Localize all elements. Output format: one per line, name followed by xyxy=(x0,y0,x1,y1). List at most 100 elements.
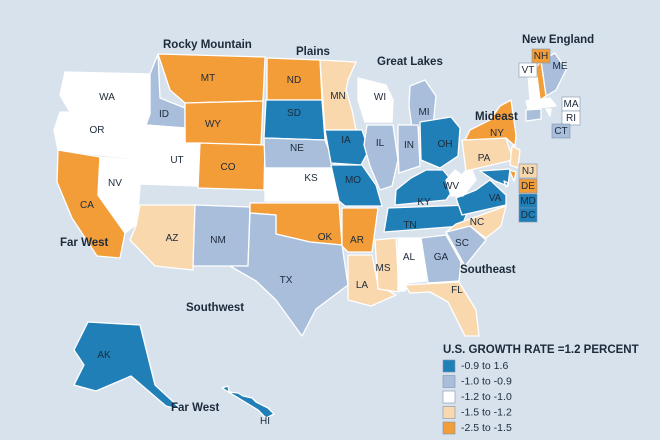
state xyxy=(184,100,264,146)
region-label: Rocky Mountain xyxy=(163,39,252,51)
state-label: RI xyxy=(566,113,576,124)
legend-label: -2.5 to -1.5 xyxy=(461,422,512,434)
state-label: DE xyxy=(521,181,535,192)
state-label: IA xyxy=(341,135,351,146)
state xyxy=(229,212,349,337)
state xyxy=(445,205,507,239)
state-label-box xyxy=(531,48,551,64)
state xyxy=(263,99,326,141)
state-label: MA xyxy=(564,99,579,110)
state xyxy=(464,99,517,147)
state-label: OR xyxy=(90,125,105,136)
state-label: WA xyxy=(99,92,115,103)
state-label: AL xyxy=(403,252,416,263)
state-label-box xyxy=(518,178,538,194)
state-label: WV xyxy=(443,181,459,192)
state xyxy=(420,234,462,284)
state-label: NH xyxy=(534,51,548,62)
state xyxy=(525,97,557,110)
state-label: IL xyxy=(376,138,385,149)
state-label: VT xyxy=(522,65,535,76)
state xyxy=(221,385,275,419)
state xyxy=(445,164,477,197)
region-label: Mideast xyxy=(475,111,518,123)
state-label-box xyxy=(518,207,538,223)
state xyxy=(357,77,394,123)
state xyxy=(53,111,151,161)
state-label: NY xyxy=(490,128,504,139)
legend-label: -1.5 to -1.2 xyxy=(461,406,512,418)
state-label: ID xyxy=(159,109,169,120)
state-label-box xyxy=(518,163,538,179)
state-label: NV xyxy=(108,178,122,189)
state-label: WY xyxy=(205,119,221,130)
state-label: KS xyxy=(304,173,318,184)
state-label: SD xyxy=(287,108,301,119)
state-label: MO xyxy=(345,175,361,186)
state-label: NC xyxy=(470,217,484,228)
state xyxy=(419,116,461,169)
state-label: NM xyxy=(210,235,226,246)
state xyxy=(73,321,183,411)
state xyxy=(525,108,542,122)
legend-swatch xyxy=(442,375,456,388)
state-label-box xyxy=(551,123,571,139)
state-label: IN xyxy=(404,140,414,151)
state-label: SC xyxy=(455,238,469,249)
state-label: VA xyxy=(489,193,502,204)
region-label: Far West xyxy=(171,402,220,414)
state-label: NJ xyxy=(522,166,534,177)
state xyxy=(341,207,379,253)
state-label: MT xyxy=(201,73,215,84)
state-label: NE xyxy=(290,143,304,154)
state-label: MS xyxy=(376,263,391,274)
state-label: DC xyxy=(521,210,535,221)
region-label: Plains xyxy=(296,46,330,58)
legend-label: -0.9 to 1.6 xyxy=(461,360,508,372)
state-label: TN xyxy=(403,220,416,231)
state-label: AR xyxy=(350,235,364,246)
state xyxy=(374,237,400,293)
legend-label: -1.0 to -0.9 xyxy=(461,375,512,387)
region-label: New England xyxy=(522,34,594,46)
state xyxy=(397,124,421,174)
state xyxy=(509,145,521,169)
state xyxy=(330,164,383,207)
state-label: KY xyxy=(417,197,431,208)
state-label: ND xyxy=(287,75,301,86)
state-label: GA xyxy=(434,252,449,263)
legend-swatch xyxy=(442,406,456,419)
region-label: Southwest xyxy=(186,302,244,314)
state xyxy=(545,108,552,117)
state-label: FL xyxy=(451,285,463,296)
legend-swatch xyxy=(442,390,456,404)
state-label: OH xyxy=(438,139,453,150)
state-label: MD xyxy=(520,196,536,207)
state xyxy=(324,129,370,166)
state-label: LA xyxy=(356,280,369,291)
state-label-box xyxy=(518,62,538,78)
legend-title: U.S. GROWTH RATE =1.2 PERCENT xyxy=(443,344,639,356)
state xyxy=(363,124,399,191)
state-label: CA xyxy=(80,200,94,211)
state xyxy=(455,179,507,216)
state xyxy=(347,254,397,307)
state-label: CO xyxy=(221,162,236,173)
state xyxy=(264,167,340,202)
region-label: Far West xyxy=(60,237,109,249)
state-label: HI xyxy=(260,416,270,427)
state xyxy=(97,156,143,234)
state-label: PA xyxy=(478,153,491,164)
state-label-box xyxy=(561,110,581,126)
state-label: MN xyxy=(330,91,346,102)
state-label: OK xyxy=(318,232,333,243)
state-label: WI xyxy=(374,92,386,103)
state xyxy=(404,281,480,337)
legend-swatch xyxy=(442,421,456,435)
legend-label: -1.2 to -1.0 xyxy=(461,391,512,403)
state xyxy=(479,168,511,187)
state-label: CT xyxy=(554,126,567,137)
state-label: TX xyxy=(280,275,293,286)
state-label: UT xyxy=(170,155,183,166)
